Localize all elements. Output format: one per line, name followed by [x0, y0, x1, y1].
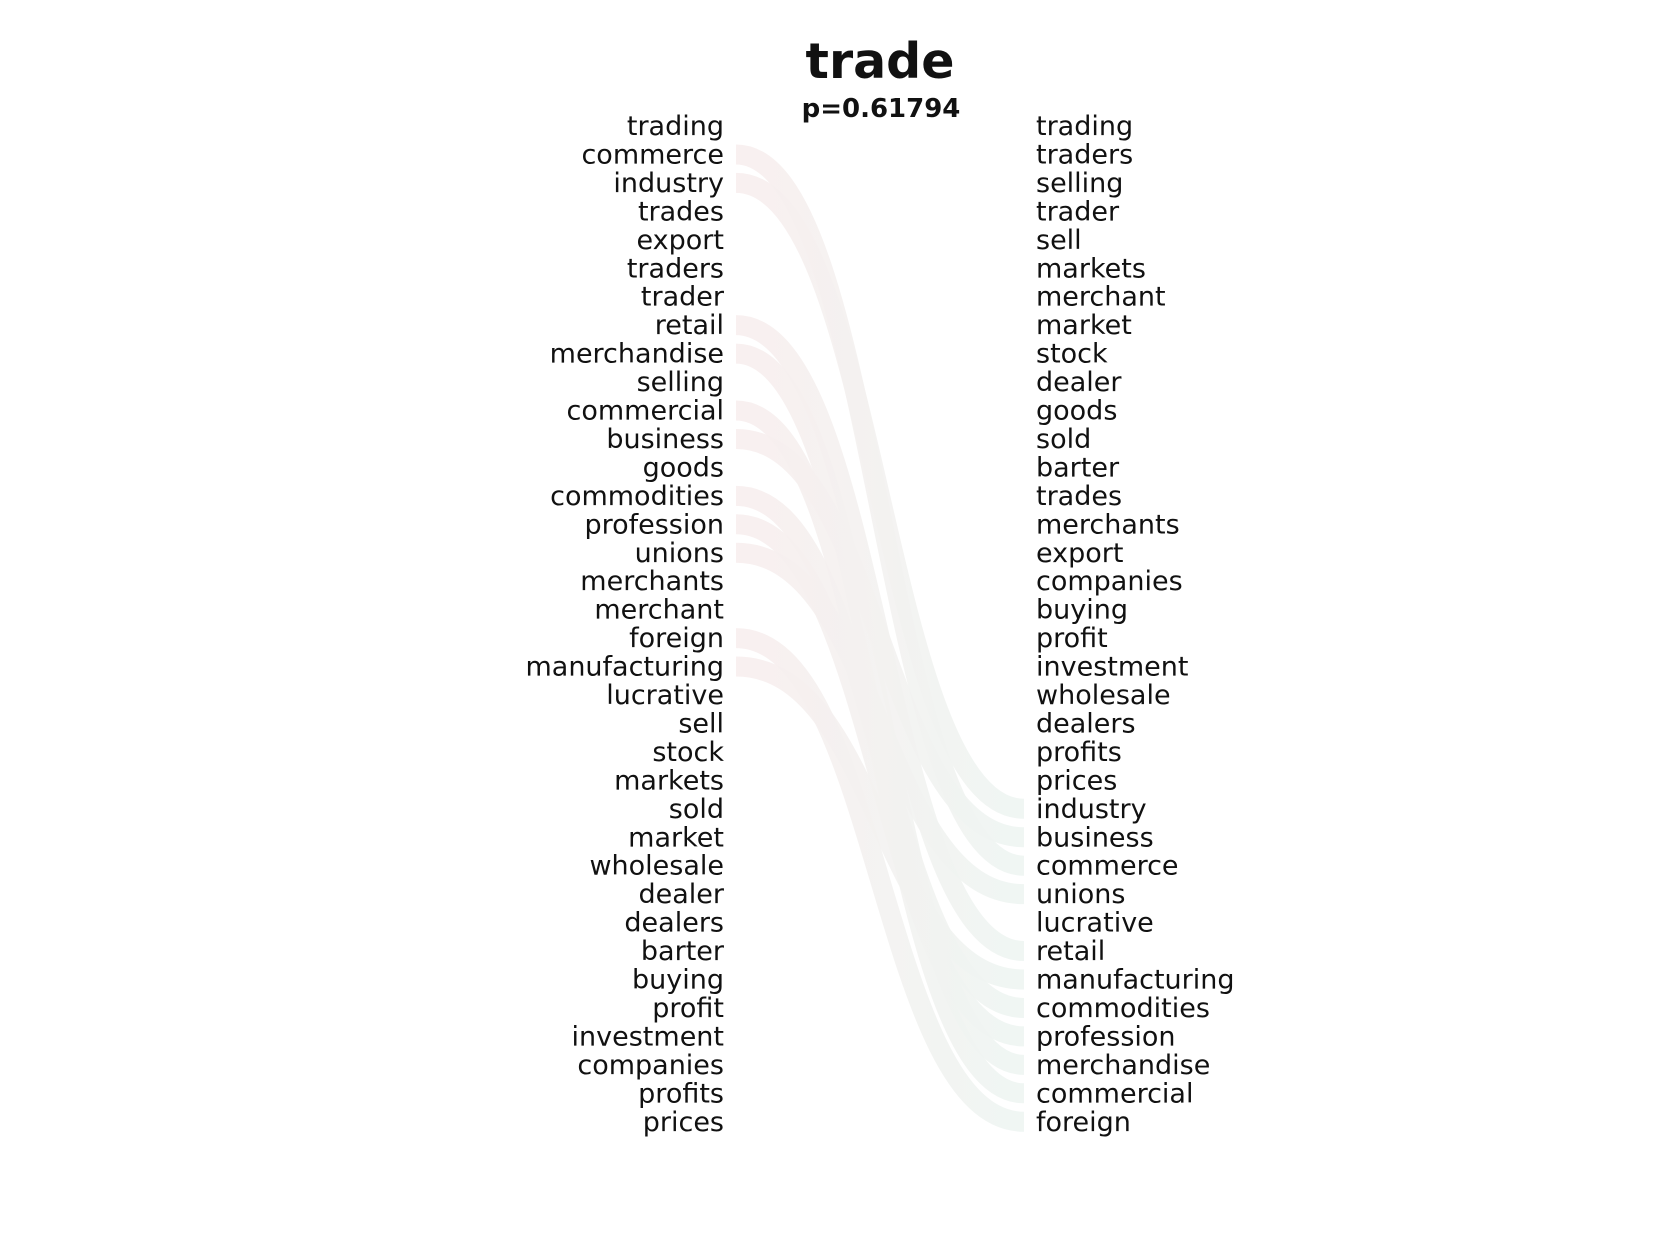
left-word-label: profits	[638, 1078, 724, 1109]
right-word-label: business	[1036, 822, 1154, 853]
right-word-label: sold	[1036, 424, 1091, 455]
right-word-label: trader	[1036, 196, 1120, 227]
left-word-label: commodities	[550, 481, 724, 512]
left-word-label: industry	[613, 168, 724, 199]
left-word-label: investment	[572, 1021, 724, 1052]
right-word-label: traders	[1036, 139, 1133, 170]
rank-link-foreign	[735, 628, 1025, 1132]
left-word-label: trader	[641, 282, 725, 313]
left-word-label: markets	[614, 765, 724, 796]
right-word-label: companies	[1036, 566, 1183, 597]
left-word-label: selling	[637, 367, 724, 398]
right-word-column: tradingtraderssellingtradersellmarketsme…	[1036, 111, 1235, 1138]
right-word-label: trading	[1036, 111, 1133, 142]
right-word-label: profits	[1036, 737, 1122, 768]
left-word-label: foreign	[629, 623, 724, 654]
right-word-label: markets	[1036, 253, 1146, 284]
right-word-label: dealer	[1036, 367, 1122, 398]
left-word-label: lucrative	[606, 680, 724, 711]
left-word-label: merchant	[594, 595, 724, 626]
left-word-column: tradingcommerceindustrytradesexporttrade…	[525, 111, 724, 1138]
left-word-label: merchandise	[550, 339, 724, 370]
right-word-label: sell	[1036, 225, 1082, 256]
rank-links	[734, 144, 1026, 1132]
left-word-label: stock	[652, 737, 724, 768]
chart-subtitle: p=0.61794	[802, 94, 961, 124]
left-word-label: trading	[627, 111, 724, 142]
right-word-label: merchants	[1036, 509, 1180, 540]
left-word-label: sell	[678, 708, 724, 739]
rank-link-profession	[735, 514, 1025, 1047]
left-word-label: export	[637, 225, 724, 256]
left-word-label: unions	[635, 538, 724, 569]
right-word-label: lucrative	[1036, 908, 1154, 939]
right-word-label: export	[1036, 538, 1123, 569]
right-word-label: market	[1036, 310, 1132, 341]
left-word-label: goods	[643, 452, 724, 483]
right-word-label: trades	[1036, 481, 1122, 512]
right-word-label: unions	[1036, 879, 1125, 910]
left-word-label: business	[606, 424, 724, 455]
left-word-label: retail	[655, 310, 724, 341]
left-word-label: manufacturing	[525, 652, 724, 683]
rank-link-industry	[734, 172, 1026, 819]
left-word-label: commerce	[581, 139, 724, 170]
right-word-label: investment	[1036, 652, 1188, 683]
right-word-label: retail	[1036, 936, 1105, 967]
left-word-label: commercial	[567, 396, 724, 427]
left-word-label: barter	[641, 936, 725, 967]
left-word-label: prices	[643, 1107, 724, 1138]
right-word-label: commercial	[1036, 1078, 1193, 1109]
right-word-label: commodities	[1036, 993, 1210, 1024]
left-word-label: buying	[632, 965, 724, 996]
right-word-label: stock	[1036, 339, 1108, 370]
right-word-label: profit	[1036, 623, 1108, 654]
rank-link-business	[735, 428, 1025, 848]
right-word-label: prices	[1036, 765, 1117, 796]
left-word-label: sold	[669, 794, 724, 825]
left-word-label: dealers	[624, 908, 724, 939]
right-word-label: barter	[1036, 452, 1120, 483]
left-word-label: profession	[584, 509, 724, 540]
right-word-label: buying	[1036, 595, 1128, 626]
right-word-label: merchandise	[1036, 1050, 1210, 1081]
right-word-label: wholesale	[1036, 680, 1171, 711]
right-word-label: commerce	[1036, 851, 1179, 882]
right-word-label: merchant	[1036, 282, 1166, 313]
left-word-label: merchants	[580, 566, 724, 597]
chart-title: trade	[806, 33, 955, 90]
right-word-label: profession	[1036, 1021, 1176, 1052]
rank-link-manufacturing	[735, 656, 1025, 990]
left-word-label: trades	[638, 196, 724, 227]
left-word-label: profit	[652, 993, 724, 1024]
left-word-label: market	[628, 822, 724, 853]
left-word-label: dealer	[638, 879, 724, 910]
left-word-label: traders	[627, 253, 724, 284]
right-word-label: foreign	[1036, 1107, 1131, 1138]
right-word-label: industry	[1036, 794, 1147, 825]
right-word-label: goods	[1036, 396, 1117, 427]
right-word-label: manufacturing	[1036, 965, 1235, 996]
right-word-label: dealers	[1036, 708, 1136, 739]
left-word-label: companies	[577, 1050, 724, 1081]
left-word-label: wholesale	[589, 851, 724, 882]
right-word-label: selling	[1036, 168, 1123, 199]
